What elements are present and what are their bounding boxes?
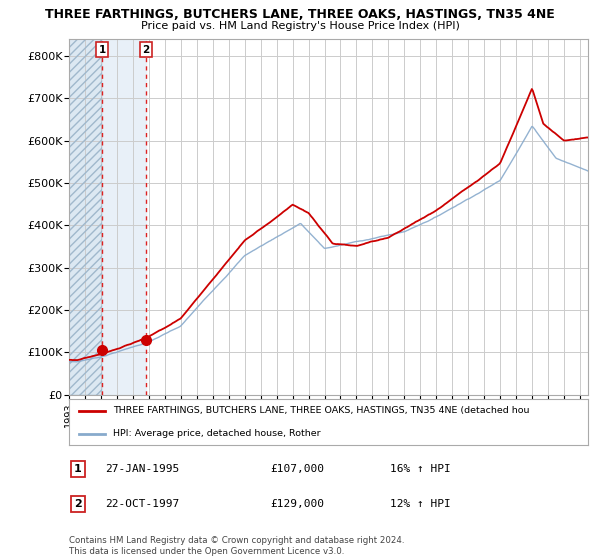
Text: £129,000: £129,000 [270, 499, 324, 509]
Text: 2: 2 [142, 45, 149, 54]
Text: Price paid vs. HM Land Registry's House Price Index (HPI): Price paid vs. HM Land Registry's House … [140, 21, 460, 31]
Text: 1: 1 [98, 45, 106, 54]
Text: 1: 1 [74, 464, 82, 474]
Text: 2: 2 [74, 499, 82, 509]
Text: 12% ↑ HPI: 12% ↑ HPI [390, 499, 451, 509]
Text: HPI: Average price, detached house, Rother: HPI: Average price, detached house, Roth… [113, 429, 321, 438]
Text: 27-JAN-1995: 27-JAN-1995 [105, 464, 179, 474]
Bar [69, 39, 102, 395]
Bar [69, 39, 102, 395]
Text: Contains HM Land Registry data © Crown copyright and database right 2024.
This d: Contains HM Land Registry data © Crown c… [69, 536, 404, 556]
Text: THREE FARTHINGS, BUTCHERS LANE, THREE OAKS, HASTINGS, TN35 4NE: THREE FARTHINGS, BUTCHERS LANE, THREE OA… [45, 8, 555, 21]
Text: THREE FARTHINGS, BUTCHERS LANE, THREE OAKS, HASTINGS, TN35 4NE (detached hou: THREE FARTHINGS, BUTCHERS LANE, THREE OA… [113, 406, 530, 416]
Text: £107,000: £107,000 [270, 464, 324, 474]
Bar [102, 39, 146, 395]
Text: 22-OCT-1997: 22-OCT-1997 [105, 499, 179, 509]
Text: 16% ↑ HPI: 16% ↑ HPI [390, 464, 451, 474]
